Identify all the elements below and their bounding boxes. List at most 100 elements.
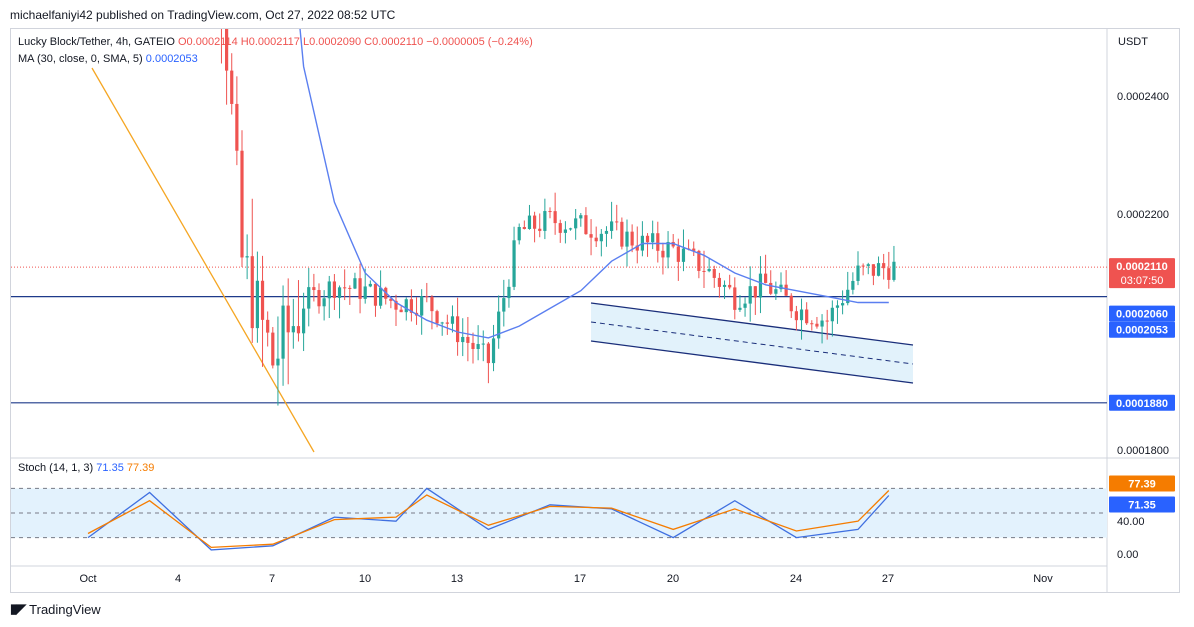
candle-body [779,284,783,290]
candle [327,275,331,319]
tradingview-logo-icon: ▮◤ [10,601,26,616]
candle-body [563,229,567,233]
candle-body [887,268,891,280]
candle-body [399,309,403,313]
candle [789,293,793,318]
candle-body [456,316,460,343]
candle-body [733,287,737,310]
candle-body [522,227,526,229]
candle-body [753,286,757,298]
candle [630,224,634,253]
candle-body [409,299,413,313]
candle-body [486,343,490,364]
candle-body [343,287,347,289]
candle-body [630,231,634,246]
candle-body [548,211,552,213]
tag-support-bg [1109,394,1175,411]
tag-level-mid: 0.0002060 [1109,305,1175,322]
currency-label: USDT [1118,36,1148,48]
candle-body [440,322,444,324]
candle [409,289,413,322]
candle [420,289,424,335]
time-tick-label: Oct [79,573,96,585]
tag-support: 0.0001880 [1109,394,1175,411]
candle-body [615,221,619,223]
publish-info: michaelfaniyi42 published on TradingView… [10,8,396,22]
tag-stoch-k: 71.35 [1109,496,1175,513]
candle-body [312,287,316,291]
candle [748,266,752,322]
candle [738,295,742,312]
candle-body [358,278,362,299]
candle [599,229,603,257]
candle [476,325,480,361]
candle [769,270,773,296]
stoch-tick-label: 40.00 [1117,516,1145,528]
price-tick-label: 0.0001800 [1117,445,1169,457]
candle-body [245,256,249,258]
candle-body [810,323,814,325]
stoch-legend: Stoch (14, 1, 3) 71.35 77.39 [18,462,154,474]
candle-body [882,263,886,269]
candle [250,198,254,343]
candle-body [420,296,424,316]
candle [527,204,532,230]
candle [461,318,465,357]
candle-body [645,235,650,243]
candle-body [805,309,809,324]
candle [389,297,393,309]
candle [722,280,727,300]
candle-body [220,0,223,4]
tag-last-price-bg [1109,258,1175,289]
candle-body [851,280,855,290]
candle [815,316,819,329]
candle [553,192,557,235]
candle-body [538,228,542,231]
candle [497,295,501,349]
descending-trendline [91,67,315,453]
candle [491,324,496,372]
candle [584,207,588,235]
candle-body [348,287,352,289]
candle [707,257,711,273]
candle-body [466,336,470,343]
candle [558,219,562,243]
candle-body [830,307,834,322]
candle-body [738,307,742,310]
tag-level-mid-bg [1109,305,1175,322]
candle-body [230,70,234,104]
candle [373,283,378,317]
time-tick-label: 17 [574,573,586,585]
candle-body [353,278,357,289]
candle [681,229,686,272]
candle-body [692,248,696,251]
candle-body [435,311,439,324]
candle-body [476,344,480,349]
candle [574,208,578,240]
candle [825,309,829,340]
candle-body [712,268,716,278]
candle [471,332,475,364]
candle [651,220,655,250]
candle-body [656,233,660,251]
candle-body [235,103,239,151]
candle-body [635,245,639,251]
candle [466,316,470,362]
candle [522,220,526,230]
candle-body [302,308,306,334]
candle [548,207,552,219]
stoch-label: Stoch (14, 1, 3) [18,462,94,474]
candle [589,219,593,256]
tag-stoch-k-bg [1109,496,1175,513]
candle-body [368,283,372,287]
tradingview-brand[interactable]: ▮◤ TradingView [10,601,101,617]
candle-body [337,287,342,298]
candle-body [276,358,280,366]
candle [220,0,223,64]
candle [291,298,295,349]
candle-body [363,286,367,299]
candle [594,226,598,248]
candle [450,305,455,333]
candle-body [815,323,819,327]
